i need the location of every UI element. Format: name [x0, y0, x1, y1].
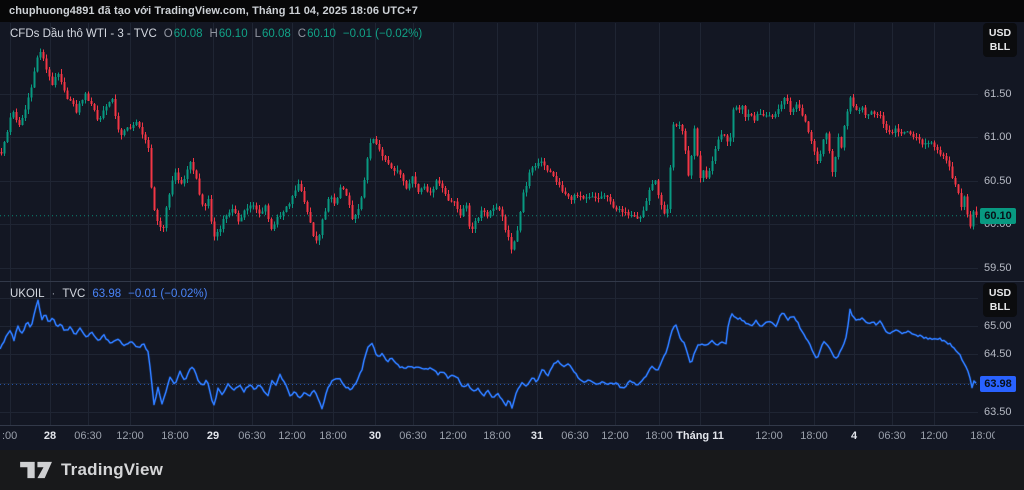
- attribution-bar: chuphuong4891 đã tạo với TradingView.com…: [0, 0, 1024, 22]
- wti-low-value: L60.08: [254, 28, 291, 40]
- time-tick-label: 18:00: [800, 430, 828, 442]
- time-tick-label: 06:30: [561, 430, 589, 442]
- time-tick-day-label: 28: [43, 430, 57, 442]
- wti-last-price-badge: 60.10: [980, 208, 1016, 224]
- time-tick-label: 06:30: [878, 430, 906, 442]
- ukoil-legend[interactable]: UKOIL · TVC 63.98 −0.01 (−0.02%): [10, 287, 207, 301]
- attribution-text: chuphuong4891 đã tạo với TradingView.com…: [9, 5, 418, 17]
- time-tick-label: 18:00: [645, 430, 673, 442]
- time-tick-label: 18:00: [319, 430, 347, 442]
- time-tick-label: 06:30: [238, 430, 266, 442]
- gridlines: [0, 23, 978, 425]
- legend-separator: ·: [51, 288, 56, 300]
- ukoil-line: [0, 299, 977, 410]
- tradingview-logo-icon: [20, 461, 52, 479]
- time-tick-day-label: 30: [368, 430, 382, 442]
- wti-unit-measure: BLL: [989, 41, 1011, 53]
- wti-open-value: O60.08: [163, 28, 203, 40]
- ukoil-symbol-title: UKOIL: [10, 288, 45, 300]
- wti-symbol-title: CFDs Dầu thô WTI - 3 - TVC: [10, 28, 157, 40]
- time-tick-label: 18:00: [161, 430, 189, 442]
- price-axis[interactable]: USD BLL USD BLL 60.10 63.98 61.50 61.00 60…: [978, 22, 1024, 426]
- tradingview-logo[interactable]: TradingView: [20, 460, 163, 480]
- wti-price-tick-label: 60.50: [984, 175, 1012, 187]
- wti-price-tick-label: 61.50: [984, 88, 1012, 100]
- ukoil-unit-currency: USD: [988, 287, 1012, 299]
- time-tick-label: 12:00: [755, 430, 783, 442]
- ukoil-exchange: TVC: [62, 288, 86, 300]
- wti-unit-badge: USD BLL: [983, 23, 1017, 57]
- ukoil-price-tick-label: 63.50: [984, 406, 1012, 418]
- time-tick-label: 18:00: [483, 430, 511, 442]
- time-tick-label: 12:00: [278, 430, 306, 442]
- wti-close-value: C60.10: [297, 28, 336, 40]
- time-tick-label: 12:00: [601, 430, 629, 442]
- ukoil-change: −0.01 (−0.02%): [128, 288, 208, 300]
- tradingview-logo-text: TradingView: [61, 460, 164, 479]
- time-tick-label: 18:00: [970, 430, 995, 442]
- ukoil-unit-measure: BLL: [989, 301, 1011, 313]
- time-tick-day-label: 31: [530, 430, 544, 442]
- time-tick-label: 12:00: [116, 430, 144, 442]
- ukoil-price-tick-label: 65.00: [984, 320, 1012, 332]
- wti-high-value: H60.10: [209, 28, 248, 40]
- ukoil-price-tick-label: 64.50: [984, 348, 1012, 360]
- time-tick-label: 12:00: [920, 430, 948, 442]
- wti-price-tick-label: 59.50: [984, 262, 1012, 274]
- ukoil-last-price: 63.98: [92, 288, 122, 300]
- wti-change: −0.01 (−0.02%): [342, 28, 423, 40]
- ukoil-last-price-badge: 63.98: [980, 376, 1016, 392]
- time-tick-label: 12:00: [439, 430, 467, 442]
- time-tick-label: 06:30: [399, 430, 427, 442]
- wti-legend[interactable]: CFDs Dầu thô WTI - 3 - TVC O60.08 H60.10…: [10, 27, 422, 41]
- wti-price-tick-label: 61.00: [984, 131, 1012, 143]
- time-tick-label: 06:30: [74, 430, 102, 442]
- wti-unit-currency: USD: [988, 27, 1012, 39]
- time-tick-label: :00: [2, 430, 18, 442]
- ukoil-unit-badge: USD BLL: [983, 283, 1017, 317]
- time-tick-day-label: 29: [206, 430, 220, 442]
- time-tick-day-label: Tháng 11: [676, 430, 724, 442]
- footer-bar: TradingView: [0, 450, 1024, 490]
- time-tick-day-label: 4: [850, 430, 858, 442]
- time-axis[interactable]: :00 28 06:30 12:00 18:00 29 06:30 12:00 18:00 30 0…: [0, 426, 995, 448]
- wti-candles: [0, 48, 978, 254]
